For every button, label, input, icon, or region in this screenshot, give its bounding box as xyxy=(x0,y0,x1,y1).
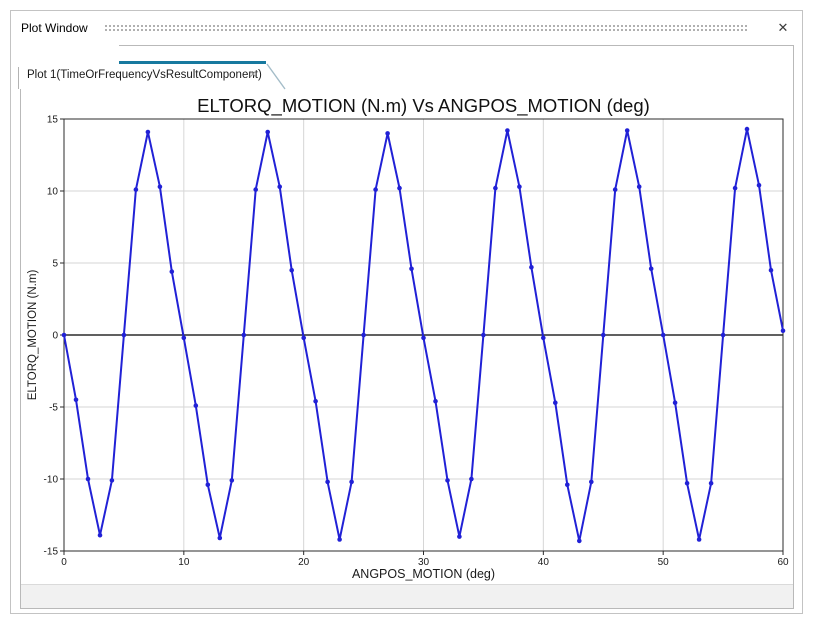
y-tick-label: 10 xyxy=(47,187,59,198)
data-point xyxy=(433,398,438,404)
y-tick-label: -5 xyxy=(49,403,58,414)
y-tick-label: -10 xyxy=(44,475,59,486)
data-point xyxy=(253,187,258,192)
y-tick-label: -15 xyxy=(44,547,59,558)
x-tick-label: 10 xyxy=(178,557,190,568)
x-tick-label: 40 xyxy=(538,557,550,568)
tab-pane: 0 10 20 30 40 50 60 -15 -10 -5 0 5 10 15 ELTORQ_MOTION… xyxy=(20,45,794,609)
plot-canvas: 0 10 20 30 40 50 60 -15 -10 -5 0 5 10 15 ELTORQ_MOTION… xyxy=(27,95,789,581)
data-point xyxy=(109,478,115,483)
x-tick-label: 50 xyxy=(658,557,670,568)
x-axis-label: ANGPOS_MOTION (deg) xyxy=(352,567,495,581)
tab-label: Plot 1(TimeOrFrequencyVsResultComponent) xyxy=(27,69,262,81)
data-point xyxy=(133,187,139,192)
data-point xyxy=(577,538,582,544)
data-point xyxy=(612,187,618,192)
tab-slant-edge xyxy=(266,63,286,90)
pane-border-top xyxy=(119,45,794,46)
data-point xyxy=(684,481,690,486)
data-point xyxy=(241,332,247,338)
drag-handle-dots[interactable] xyxy=(103,24,748,32)
data-point xyxy=(445,478,450,483)
x-tick-label: 60 xyxy=(777,557,789,568)
data-point xyxy=(409,266,414,272)
tab-left-border xyxy=(18,67,19,89)
data-point xyxy=(541,335,546,341)
data-point xyxy=(313,398,318,404)
window-close-icon[interactable]: ✕ xyxy=(777,20,789,35)
data-point xyxy=(624,128,630,133)
data-point xyxy=(121,332,127,338)
data-point xyxy=(493,185,498,191)
data-point xyxy=(385,131,390,136)
data-point xyxy=(469,476,474,482)
data-point xyxy=(97,532,103,538)
chart-title: ELTORQ_MOTION (N.m) Vs ANGPOS_MOTION (de… xyxy=(197,95,650,117)
data-point xyxy=(565,482,570,488)
data-point xyxy=(601,332,606,338)
data-point xyxy=(361,332,366,338)
data-point xyxy=(73,397,79,403)
window-title: Plot Window xyxy=(21,21,88,35)
tab-close-icon[interactable]: ✕ xyxy=(248,68,258,81)
data-point xyxy=(768,267,774,273)
data-point xyxy=(660,332,666,338)
data-point xyxy=(373,187,378,192)
data-point xyxy=(756,182,762,188)
data-point xyxy=(481,332,486,338)
data-point xyxy=(169,269,175,274)
data-point xyxy=(457,534,462,539)
data-point xyxy=(229,478,235,483)
chart-area: 0 10 20 30 40 50 60 -15 -10 -5 0 5 10 15 ELTORQ_MOTION… xyxy=(21,46,793,584)
data-point xyxy=(780,328,786,334)
data-point xyxy=(157,184,163,189)
data-point xyxy=(744,126,750,132)
data-point xyxy=(708,481,714,486)
data-point xyxy=(517,184,522,189)
data-point xyxy=(648,266,654,272)
x-tick-label: 0 xyxy=(61,557,67,568)
data-point xyxy=(505,128,510,133)
data-point xyxy=(217,535,223,541)
data-point xyxy=(672,400,678,406)
data-point xyxy=(397,185,402,191)
pane-border-bottom xyxy=(20,608,794,609)
data-point xyxy=(181,335,187,341)
x-tick-label: 20 xyxy=(298,557,310,568)
y-tick-label: 0 xyxy=(52,331,58,342)
pane-border-left xyxy=(20,89,21,609)
data-point xyxy=(732,185,738,191)
data-point xyxy=(301,335,307,341)
tab-active-accent xyxy=(119,61,266,64)
y-tick-label: 5 xyxy=(52,259,58,270)
data-point xyxy=(421,335,426,341)
tab-plot1[interactable]: Plot 1(TimeOrFrequencyVsResultComponent)… xyxy=(18,61,286,90)
pane-bottom-strip xyxy=(21,584,793,608)
window-titlebar: Plot Window ✕ xyxy=(11,11,802,45)
pane-border-right xyxy=(793,45,794,609)
data-point xyxy=(529,265,534,270)
data-point xyxy=(85,476,91,482)
data-point xyxy=(265,129,270,135)
data-point xyxy=(205,482,211,488)
data-point xyxy=(589,479,594,485)
data-point xyxy=(349,479,354,485)
data-point xyxy=(193,403,199,408)
data-point xyxy=(277,184,283,189)
data-point xyxy=(289,267,295,273)
data-point xyxy=(696,537,702,542)
y-axis-label: ELTORQ_MOTION (N.m) xyxy=(27,270,39,401)
x-tick-label: 30 xyxy=(418,557,430,568)
data-point xyxy=(145,129,151,135)
data-point xyxy=(337,537,342,542)
data-point xyxy=(325,479,330,485)
data-point xyxy=(553,400,558,406)
data-point xyxy=(720,332,726,338)
data-point xyxy=(636,184,642,189)
data-point xyxy=(61,332,67,338)
plot-window: Plot Window ✕ 0 10 20 30 40 50 60 -15 -10 -5 0 5 10 1… xyxy=(10,10,803,614)
y-tick-label: 15 xyxy=(47,115,59,126)
